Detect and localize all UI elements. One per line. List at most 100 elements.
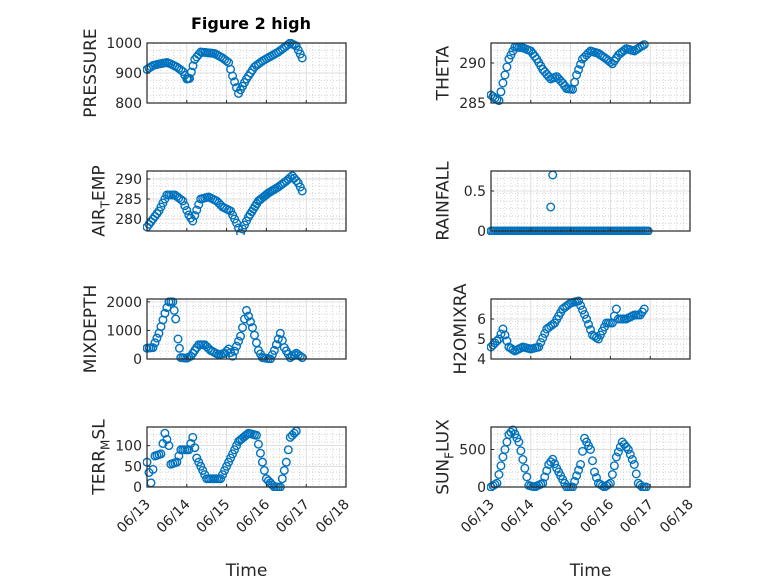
data-point bbox=[180, 201, 190, 211]
y-tick-label: 900 bbox=[115, 66, 142, 82]
data-point bbox=[234, 336, 244, 346]
x-axis-label: Time bbox=[569, 561, 612, 581]
data-point bbox=[623, 445, 633, 455]
y-axis-label-subscript: T bbox=[99, 200, 113, 209]
subplot-2: 285 290 THETA bbox=[434, 40, 691, 112]
data-point bbox=[257, 457, 267, 467]
series-markers bbox=[487, 40, 649, 106]
data-point bbox=[574, 296, 584, 306]
data-point bbox=[243, 311, 253, 321]
data-point bbox=[190, 210, 200, 220]
subplot-8: 0 500 06/13 06/14 06/15 06/16 06/17 06/18 Time SU… bbox=[434, 419, 697, 581]
data-point bbox=[297, 53, 307, 63]
data-point bbox=[603, 480, 613, 490]
y-axis-label-rest: LUX bbox=[434, 419, 454, 452]
data-point bbox=[230, 77, 240, 87]
data-point bbox=[186, 67, 196, 77]
data-point bbox=[194, 457, 204, 467]
x-tick-label: 06/13 bbox=[114, 497, 154, 537]
data-point bbox=[494, 470, 504, 480]
data-point bbox=[500, 70, 510, 80]
data-point bbox=[502, 62, 512, 72]
subplot-5: 0 1000 2000 MIXDEPTH bbox=[81, 285, 347, 373]
x-tick-label: 06/18 bbox=[657, 497, 697, 537]
data-point bbox=[597, 481, 607, 491]
data-point bbox=[498, 78, 508, 88]
series-markers bbox=[143, 426, 301, 491]
y-axis-label: AIRTEMP bbox=[90, 165, 113, 236]
data-point bbox=[192, 205, 202, 215]
data-point bbox=[540, 329, 550, 339]
data-point bbox=[591, 473, 601, 483]
data-point bbox=[574, 465, 584, 475]
data-point bbox=[279, 465, 289, 475]
axes-box bbox=[490, 426, 691, 488]
x-tick-label: 06/14 bbox=[154, 496, 194, 536]
data-point bbox=[578, 446, 588, 456]
y-axis-label: H2OMIXRA bbox=[451, 283, 471, 374]
x-axis-label: Time bbox=[225, 561, 268, 581]
y-axis-label: SUNFLUX bbox=[434, 419, 457, 495]
data-point bbox=[222, 56, 232, 66]
data-point bbox=[273, 334, 283, 344]
data-point bbox=[188, 216, 198, 226]
data-point bbox=[611, 304, 621, 314]
data-point bbox=[271, 340, 281, 350]
data-point bbox=[611, 452, 621, 462]
y-tick-label: 1000 bbox=[106, 323, 142, 339]
data-point bbox=[522, 472, 532, 482]
data-point bbox=[576, 301, 586, 311]
data-point bbox=[530, 51, 540, 61]
data-point bbox=[502, 336, 512, 346]
data-point bbox=[295, 351, 305, 361]
x-tick-label: 06/17 bbox=[617, 497, 657, 537]
data-point bbox=[580, 310, 590, 320]
y-tick-label: 285 bbox=[459, 96, 486, 112]
data-point bbox=[496, 87, 506, 97]
data-point bbox=[169, 305, 179, 315]
data-point bbox=[184, 445, 194, 455]
y-tick-label: 285 bbox=[115, 192, 142, 208]
data-point bbox=[586, 445, 596, 455]
data-point bbox=[168, 297, 178, 307]
x-tick-label: 06/14 bbox=[498, 496, 538, 536]
data-point bbox=[253, 439, 263, 449]
data-point bbox=[232, 341, 242, 351]
axes-box bbox=[490, 298, 691, 360]
y-axis-label: PRESSURE bbox=[81, 28, 101, 117]
data-point bbox=[188, 432, 198, 442]
data-point bbox=[572, 70, 582, 80]
x-tick-label: 06/18 bbox=[313, 497, 353, 537]
data-point bbox=[582, 314, 592, 324]
data-point bbox=[542, 466, 552, 476]
y-tick-label: 1000 bbox=[106, 36, 142, 52]
data-point bbox=[178, 196, 188, 206]
y-tick-label: 0 bbox=[133, 352, 142, 368]
data-point bbox=[226, 453, 236, 463]
data-point bbox=[496, 461, 506, 471]
data-point bbox=[156, 449, 166, 459]
data-point bbox=[174, 451, 184, 461]
data-point bbox=[185, 73, 195, 83]
data-point bbox=[198, 465, 208, 475]
y-axis-label-main: AIR bbox=[90, 208, 110, 237]
axes-box bbox=[146, 170, 347, 232]
data-point bbox=[216, 474, 226, 484]
x-tick-label: 06/17 bbox=[273, 497, 313, 537]
data-point bbox=[589, 467, 599, 477]
y-tick-label: 50 bbox=[124, 459, 142, 475]
y-tick-label: 290 bbox=[459, 56, 486, 72]
y-tick-label: 0 bbox=[477, 224, 486, 240]
data-point bbox=[238, 323, 248, 333]
data-point bbox=[289, 428, 299, 438]
y-axis-label-subscript: M bbox=[99, 440, 113, 450]
data-point bbox=[536, 338, 546, 348]
y-axis-label-main: TERR bbox=[90, 450, 110, 496]
data-point bbox=[609, 461, 619, 471]
data-point bbox=[148, 343, 158, 353]
y-axis-label: TERRMSL bbox=[90, 419, 113, 496]
data-point bbox=[627, 455, 637, 465]
data-point bbox=[174, 343, 184, 353]
